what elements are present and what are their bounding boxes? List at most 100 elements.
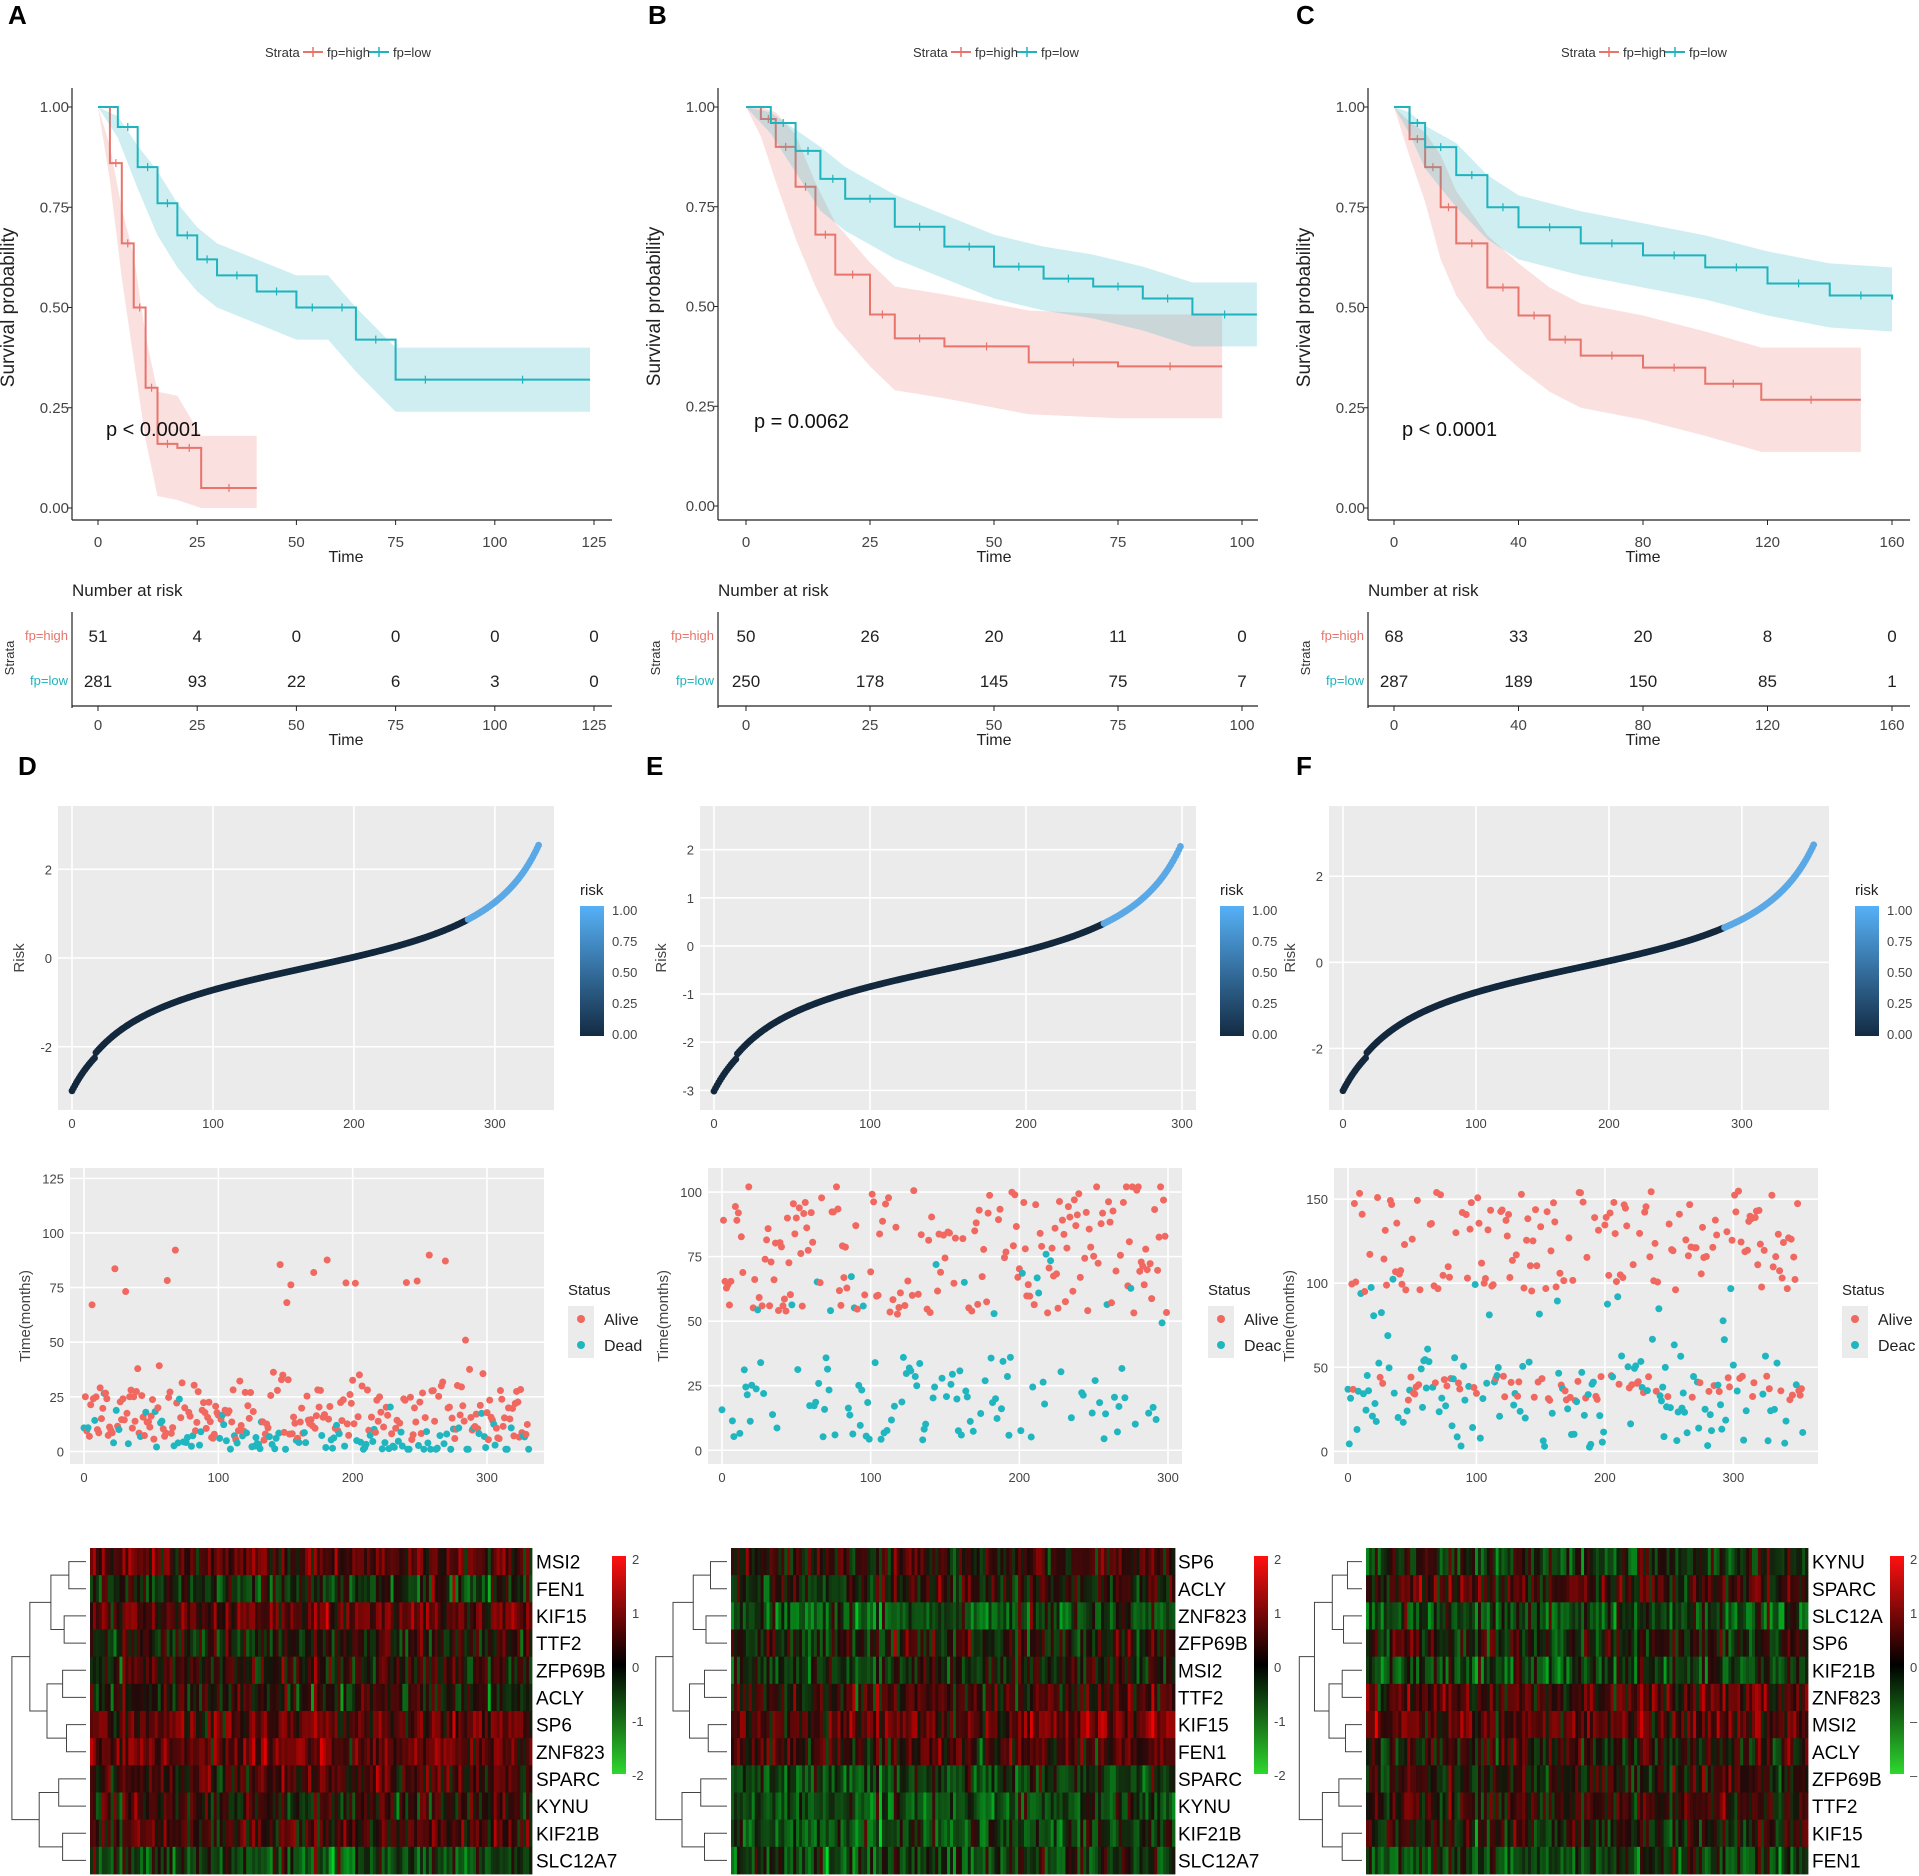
legend-title: Strata [1561,45,1596,60]
heatmap-cell [467,1738,471,1766]
heatmap-cell [243,1602,247,1630]
heatmap-cell [134,1819,138,1848]
heatmap-cell [405,1819,409,1848]
heatmap-cell [514,1819,518,1848]
heatmap-cell [337,1629,341,1658]
heatmap-cell [145,1738,150,1766]
heatmap-cell [873,1602,877,1630]
heatmap-cell [166,1819,170,1848]
heatmap-cell [476,1575,480,1603]
heatmap-cell [834,1575,838,1603]
heatmap-cell [458,1765,462,1793]
heatmap-cell [396,1846,400,1875]
heatmap-cell [1086,1629,1090,1658]
heatmap-cell [237,1548,241,1576]
heatmap-cell [926,1575,930,1603]
heatmap-cell [434,1575,439,1603]
status-point-alive [492,1424,500,1432]
heatmap-cell [352,1738,356,1766]
heatmap-cell [505,1683,509,1712]
risk-point [732,1055,740,1063]
heatmap-cell [414,1738,418,1766]
heatmap-cell [775,1548,779,1576]
heatmap-cell [1115,1656,1120,1685]
heatmap-cell [529,1846,533,1875]
heatmap-cell [349,1575,353,1603]
heatmap-cell [1151,1548,1155,1576]
status-point-alive [1514,1392,1522,1400]
panel-label-b: B [648,0,667,30]
status-point-alive [290,1413,298,1421]
heatmap-cell [1021,1548,1025,1576]
heatmap-cell [964,1548,969,1576]
heatmap-cell [446,1683,450,1712]
status-point-dead [932,1261,940,1269]
heatmap-cell [1089,1602,1093,1630]
heatmap-cell [181,1629,185,1658]
status-point-alive [1610,1198,1618,1206]
heatmap-cell [402,1656,406,1685]
status-point-dead [1717,1401,1725,1409]
heatmap-cell [1154,1656,1158,1685]
heatmap-cell [290,1792,294,1821]
status-point-dead [788,1301,796,1309]
heatmap-cell [428,1711,433,1739]
heatmap-cell [187,1738,191,1766]
heatmap-cell [107,1711,112,1739]
heatmap-cell [431,1548,436,1576]
heatmap-cell [210,1629,215,1658]
heatmap-cell [163,1819,168,1848]
heatmap-cell [343,1846,347,1875]
heatmap-cell [110,1548,114,1576]
heatmap-cell [867,1602,871,1630]
heatmap-cell [122,1738,126,1766]
heatmap-cell [420,1792,424,1821]
heatmap-cell [766,1629,770,1658]
heatmap-cell [449,1683,453,1712]
heatmap-cell [1006,1548,1010,1576]
heatmap-cell [290,1765,294,1793]
status-point-alive [155,1362,163,1370]
heatmap-cell [1118,1629,1123,1658]
heatmap-cell [346,1575,350,1603]
heatmap-cell [461,1711,465,1739]
heatmap-cell [284,1792,288,1821]
heatmap-cell [131,1846,135,1875]
status-point-dead [760,1390,768,1398]
heatmap-cell [293,1819,297,1848]
heatmap-cell [343,1548,347,1576]
status-point-dead [1720,1336,1728,1344]
heatmap-cell [104,1738,109,1766]
heatmap-cell [1053,1548,1057,1576]
heatmap-cell [175,1683,179,1712]
heatmap-cell [985,1575,989,1603]
status-point-alive [1427,1219,1435,1227]
heatmap-cell [396,1629,400,1658]
risk-point [1810,841,1818,849]
heatmap-cell [523,1602,527,1630]
heatmap-cell [1015,1575,1019,1603]
heatmap-cell [305,1602,309,1630]
heatmap-cell [855,1629,859,1658]
heatmap-cell [437,1819,442,1848]
status-point-alive [1151,1206,1159,1214]
heatmap-cell [308,1548,312,1576]
heatmap-cell [1095,1575,1099,1603]
status-point-alive [396,1419,404,1427]
heatmap-cell [431,1629,436,1658]
heatmap-cell [858,1602,862,1630]
heatmap-cell [484,1846,489,1875]
x-tick-label: 100 [202,1116,224,1131]
heatmap-cell [938,1548,942,1576]
heatmap-cell [810,1548,815,1576]
heatmap-cell [216,1792,221,1821]
heatmap-cell [496,1548,500,1576]
y-tick-label: -2 [1311,1041,1323,1056]
heatmap-cell [178,1765,182,1793]
heatmap-cell [496,1629,500,1658]
legend-tick-label: 0.75 [1252,934,1277,949]
heatmap-cell [143,1792,147,1821]
heatmap-cell [166,1656,170,1685]
heatmap-cell [929,1602,933,1630]
heatmap-cell [172,1683,176,1712]
